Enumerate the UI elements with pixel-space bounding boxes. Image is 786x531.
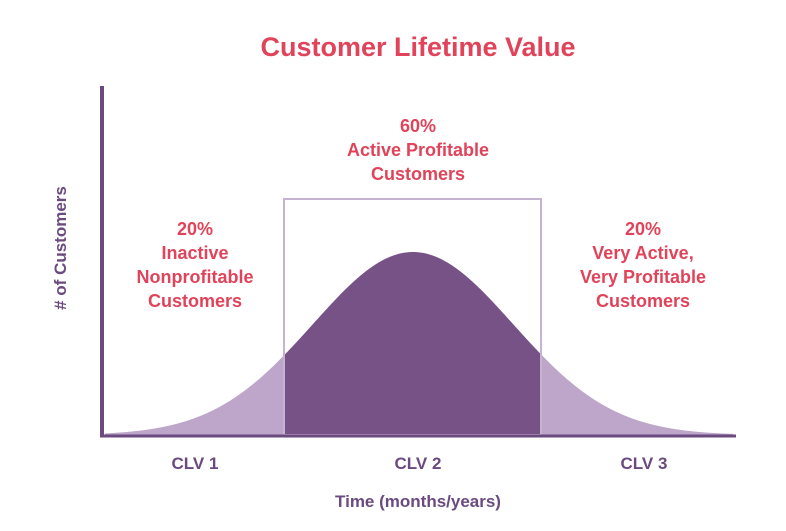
segment-desc-right-line2: Very Profitable — [580, 267, 706, 287]
segment-desc-middle-line2: Customers — [371, 164, 465, 184]
y-axis-label: # of Customers — [51, 186, 70, 310]
chart-title: Customer Lifetime Value — [260, 32, 575, 62]
segment-desc-right-line3: Customers — [596, 291, 690, 311]
category-label-clv3: CLV 3 — [621, 454, 668, 473]
category-label-clv1: CLV 1 — [172, 454, 219, 473]
x-axis-label: Time (months/years) — [335, 492, 501, 511]
curve-left-tail — [105, 355, 284, 435]
curve-middle — [284, 252, 541, 435]
category-label-clv2: CLV 2 — [395, 454, 442, 473]
curve-right-tail — [541, 354, 733, 435]
segment-desc-right-line1: Very Active, — [592, 243, 693, 263]
segment-desc-left-line2: Nonprofitable — [137, 267, 254, 287]
segment-desc-middle-line1: Active Profitable — [347, 140, 489, 160]
segment-desc-left-line1: Inactive — [161, 243, 228, 263]
segment-percent-right: 20% — [625, 219, 661, 239]
segment-percent-middle: 60% — [400, 116, 436, 136]
segment-percent-left: 20% — [177, 219, 213, 239]
segment-desc-left-line3: Customers — [148, 291, 242, 311]
